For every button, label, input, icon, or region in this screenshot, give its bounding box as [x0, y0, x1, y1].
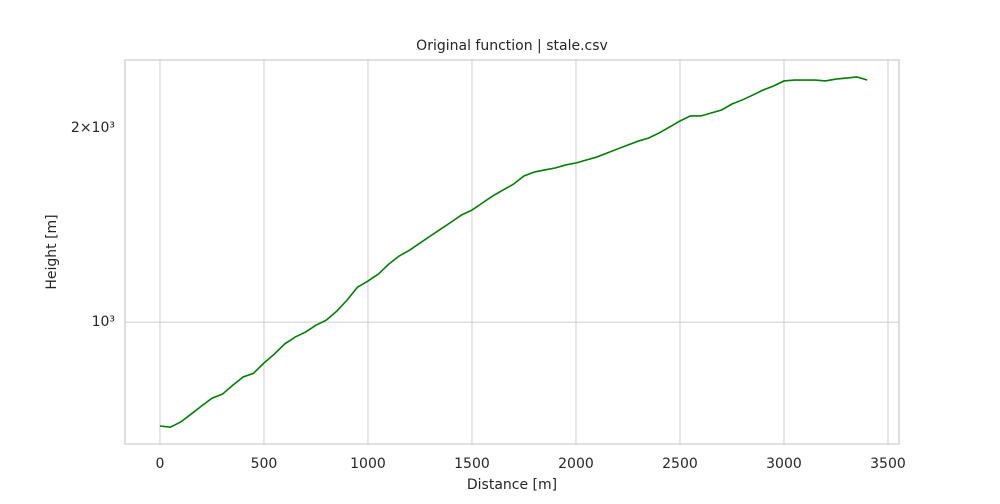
- x-tick-label: 1500: [454, 456, 490, 472]
- chart-title: Original function | stale.csv: [416, 38, 608, 54]
- plot-frame: [124, 59, 900, 445]
- y-tick-label: 10³: [92, 314, 115, 330]
- data-line: [159, 76, 868, 429]
- x-tick-label: 2500: [662, 456, 698, 472]
- x-tick-label: 1000: [350, 456, 386, 472]
- x-tick-label: 500: [251, 456, 278, 472]
- x-tick-label: 2000: [558, 456, 594, 472]
- y-axis-label: Height [m]: [44, 214, 60, 289]
- x-axis-label: Distance [m]: [467, 477, 557, 493]
- x-tick-label: 3000: [766, 456, 802, 472]
- y-tick-label: 2×10³: [71, 120, 115, 136]
- x-tick-label: 0: [155, 456, 164, 472]
- x-tick-label: 3500: [870, 456, 906, 472]
